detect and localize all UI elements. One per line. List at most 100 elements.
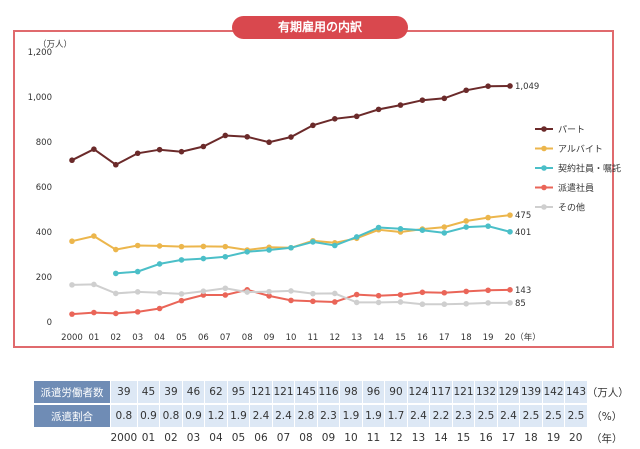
series-point-4	[156, 289, 163, 296]
series-point-4	[375, 299, 382, 306]
series-point-3	[200, 292, 207, 298]
row-unit: （%）	[586, 405, 627, 427]
series-point-4	[288, 288, 294, 294]
table-cell: 116	[316, 381, 340, 403]
series-point-4	[178, 291, 185, 297]
series-point-0	[222, 132, 229, 139]
series-point-3	[310, 298, 316, 305]
series-point-4	[441, 301, 448, 308]
x-tick-label: 12	[329, 333, 340, 343]
year-cell: 03	[186, 432, 201, 444]
table-cell: 1.9	[226, 405, 250, 427]
series-point-4	[200, 288, 207, 294]
series-point-0	[419, 97, 426, 103]
chart-title: 有期雇用の内訳	[232, 16, 408, 39]
year-cell: 05	[231, 432, 246, 444]
series-point-1	[178, 243, 185, 250]
series-point-2	[463, 224, 470, 230]
table-cell: 2.5	[564, 405, 587, 427]
series-point-2	[507, 228, 513, 235]
table-cell: 2.5	[541, 405, 565, 427]
legend-marker-1	[541, 145, 547, 152]
series-point-4	[69, 282, 75, 288]
year-cell: 19	[546, 432, 561, 444]
table-cell: 142	[541, 381, 565, 403]
series-point-2	[113, 270, 119, 277]
x-tick-label: 11	[307, 333, 318, 343]
series-point-1	[222, 243, 229, 250]
series-point-3	[485, 287, 491, 294]
series-point-4	[463, 300, 470, 307]
year-cell: 20	[569, 432, 583, 444]
series-point-2	[156, 261, 163, 267]
table-cell: 2.5	[519, 405, 543, 427]
line-chart: （万人） 0 200 400 600 800 1,000 1,200 2000 01 02 03 04 0…	[28, 39, 621, 343]
table-cell: 2.4	[496, 405, 520, 427]
series-point-2	[375, 224, 382, 231]
series-point-2	[222, 253, 229, 260]
series-point-0	[332, 116, 338, 122]
year-cell: 15	[456, 432, 471, 444]
series-point-0	[507, 83, 513, 89]
x-tick-label: 17	[439, 333, 450, 343]
series-point-0	[310, 122, 316, 129]
table-cell: 117	[429, 381, 453, 403]
table-cell: 132	[474, 381, 498, 403]
x-tick-label: 04	[154, 333, 165, 343]
series-point-4	[419, 301, 426, 308]
table-cell: 2.4	[271, 405, 295, 427]
series-point-2	[288, 244, 294, 251]
series-point-0	[463, 87, 470, 94]
table-cell: 121	[249, 381, 273, 403]
series-point-2	[397, 226, 404, 232]
series-point-4	[507, 300, 513, 306]
x-tick-label: 13	[351, 333, 362, 343]
series-point-2	[200, 255, 207, 262]
x-tick-label: 08	[242, 333, 253, 343]
year-row: 2000 01 02 03 04 05 06 07 08 09 10 11 12 13 14 15 16 17 18…	[34, 427, 627, 449]
table-cell: 98	[339, 381, 363, 403]
table-cell: 1.9	[361, 405, 385, 427]
series-point-1	[156, 243, 163, 249]
series-point-2	[441, 230, 448, 236]
x-tick-label: 15	[395, 333, 406, 343]
table-cell: 1.2	[204, 405, 228, 427]
year-unit: （年）	[586, 427, 627, 449]
row-unit: （万人）	[586, 381, 629, 403]
table-cell: 2.2	[429, 405, 453, 427]
end-label-4: 85	[515, 299, 526, 309]
series-point-3	[69, 311, 75, 317]
series-point-0	[244, 134, 250, 140]
series-point-0	[266, 139, 272, 146]
end-label-2: 401	[515, 228, 531, 238]
series-point-1	[69, 238, 75, 245]
table-cell: 96	[361, 381, 385, 403]
table-cell: 129	[496, 381, 520, 403]
series-point-3	[113, 310, 119, 317]
y-tick-label: 0	[47, 318, 52, 328]
table-cell: 45	[136, 381, 160, 403]
y-axis-label: （万人）	[38, 39, 72, 50]
legend-label-4: その他	[558, 202, 585, 214]
table-cell: 62	[204, 381, 228, 403]
series-point-1	[463, 218, 470, 224]
year-cell: 12	[389, 432, 403, 444]
series-point-0	[485, 83, 491, 89]
table-cell: 0.9	[136, 405, 160, 427]
table-cell: 121	[451, 381, 475, 403]
series-point-4	[113, 290, 119, 297]
series-point-3	[288, 297, 294, 304]
series-point-2	[332, 242, 338, 249]
x-tick-label: 07	[220, 333, 231, 343]
legend-marker-3	[541, 184, 547, 191]
y-tick-label: 1,200	[28, 48, 52, 58]
table-cell: 143	[564, 381, 587, 403]
series-point-2	[178, 257, 185, 263]
end-label-0: 1,049	[515, 82, 539, 92]
year-cell: 07	[276, 432, 291, 444]
series-point-2	[353, 234, 360, 240]
y-tick-label: 1,000	[28, 93, 52, 103]
legend-marker-0	[541, 126, 547, 132]
legend-marker-2	[541, 165, 547, 171]
series-point-0	[178, 148, 185, 155]
